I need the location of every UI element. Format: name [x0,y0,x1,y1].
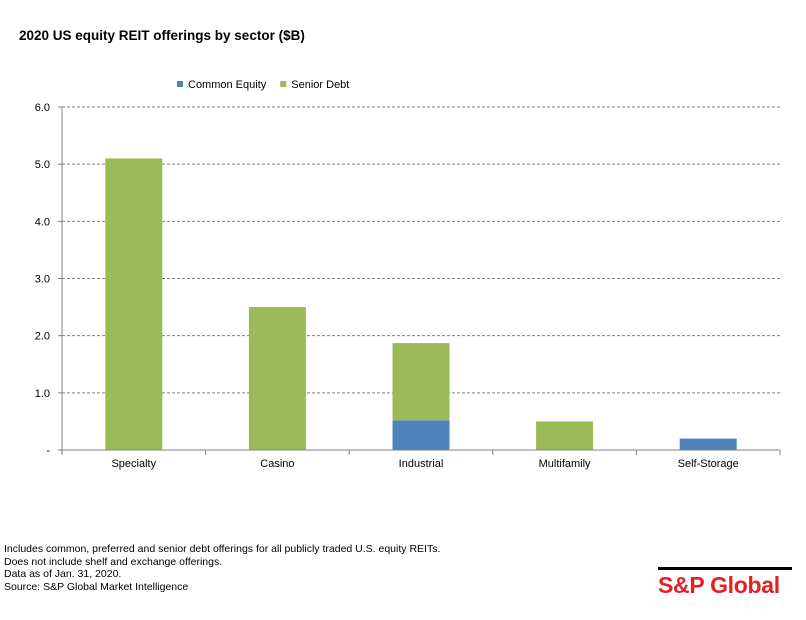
bar-senior-debt [249,307,306,450]
x-tick-label: Self-Storage [678,458,739,470]
legend-label: Senior Debt [291,79,349,91]
footnote-line: Includes common, preferred and senior de… [4,543,440,556]
y-tick-label: - [46,445,50,457]
logo-text: S&P Global [658,573,792,597]
footnotes: Includes common, preferred and senior de… [4,543,440,593]
bar-senior-debt [536,421,593,450]
y-tick-label: 5.0 [35,159,50,171]
chart-area: Common Equity Senior Debt - 1.0 2.0 3.0 4.0 5.… [0,0,806,620]
y-tick-label: 1.0 [35,388,50,400]
bar-senior-debt [105,158,162,450]
logo-bar [658,567,792,570]
y-tick-label: 6.0 [35,102,50,114]
legend-label: Common Equity [188,79,267,91]
legend-swatch [280,81,286,87]
x-tick-label: Multifamily [539,458,591,470]
y-axis: - 1.0 2.0 3.0 4.0 5.0 6.0 [35,102,62,457]
x-tick-label: Specialty [111,458,156,470]
bar-common-equity [393,420,450,450]
footnote-line: Does not include shelf and exchange offe… [4,556,440,569]
y-tick-label: 3.0 [35,274,50,286]
sp-global-logo: S&P Global [658,567,792,597]
y-tick-label: 2.0 [35,331,50,343]
bars [105,158,736,450]
bar-common-equity [680,439,737,450]
legend: Common Equity Senior Debt [177,79,349,91]
x-tick-label: Industrial [399,458,444,470]
y-tick-label: 4.0 [35,216,50,228]
footnote-line: Source: S&P Global Market Intelligence [4,581,440,594]
x-axis: Specialty Casino Industrial Multifamily Self… [62,450,780,470]
bar-senior-debt [393,343,450,420]
footnote-line: Data as of Jan. 31, 2020. [4,568,440,581]
legend-swatch [177,81,183,87]
x-tick-label: Casino [260,458,294,470]
